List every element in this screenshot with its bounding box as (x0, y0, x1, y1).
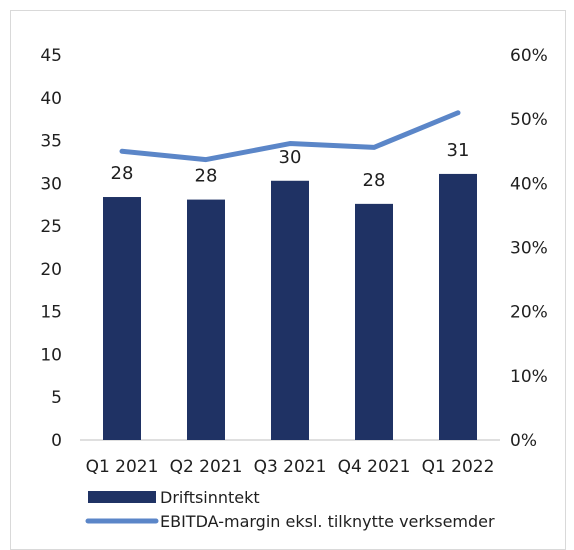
category-label: Q2 2021 (170, 457, 243, 477)
bar (103, 197, 141, 440)
left-tick-label: 45 (40, 46, 62, 66)
left-axis-ticks: 0 5 10 15 20 25 30 35 40 45 (40, 46, 62, 451)
category-label: Q1 2021 (86, 457, 159, 477)
legend-label-line: EBITDA-margin eksl. tilknytte verksemder (160, 512, 495, 531)
left-tick-label: 20 (40, 260, 62, 280)
bar-data-label: 28 (363, 170, 386, 191)
bar (355, 203, 393, 440)
legend-label-bar: Driftsinntekt (160, 488, 260, 507)
right-tick-label: 40% (510, 174, 548, 194)
left-tick-label: 10 (40, 345, 62, 365)
right-axis-ticks: 0% 10% 20% 30% 40% 50% 60% (510, 46, 548, 451)
category-label: Q1 2022 (422, 457, 495, 477)
ebitda-margin-line (119, 110, 461, 163)
right-tick-label: 0% (510, 431, 537, 451)
right-tick-label: 50% (510, 110, 548, 130)
bar-data-label: 28 (111, 163, 134, 184)
bar (187, 199, 225, 440)
legend-swatch-bar (88, 491, 156, 503)
left-tick-label: 15 (40, 303, 62, 323)
left-tick-label: 0 (51, 431, 62, 451)
left-tick-label: 5 (51, 388, 62, 408)
left-tick-label: 40 (40, 89, 62, 109)
category-label: Q3 2021 (254, 457, 327, 477)
bar-data-label: 31 (447, 140, 470, 161)
left-tick-label: 30 (40, 174, 62, 194)
right-tick-label: 10% (510, 367, 548, 387)
left-tick-label: 35 (40, 132, 62, 152)
right-tick-label: 30% (510, 239, 548, 259)
right-tick-label: 20% (510, 303, 548, 323)
bar (271, 180, 309, 440)
data-labels: 28 28 30 28 31 (111, 140, 470, 191)
bar-series (103, 173, 477, 440)
category-labels: Q1 2021 Q2 2021 Q3 2021 Q4 2021 Q1 2022 (86, 457, 495, 477)
line-series (119, 110, 461, 163)
legend: Driftsinntekt EBITDA-margin eksl. tilkny… (85, 488, 495, 531)
bar-data-label: 28 (195, 166, 218, 187)
left-tick-label: 25 (40, 217, 62, 237)
bar-data-label: 30 (279, 147, 302, 168)
right-tick-label: 60% (510, 46, 548, 66)
bar (439, 173, 477, 440)
category-label: Q4 2021 (338, 457, 411, 477)
